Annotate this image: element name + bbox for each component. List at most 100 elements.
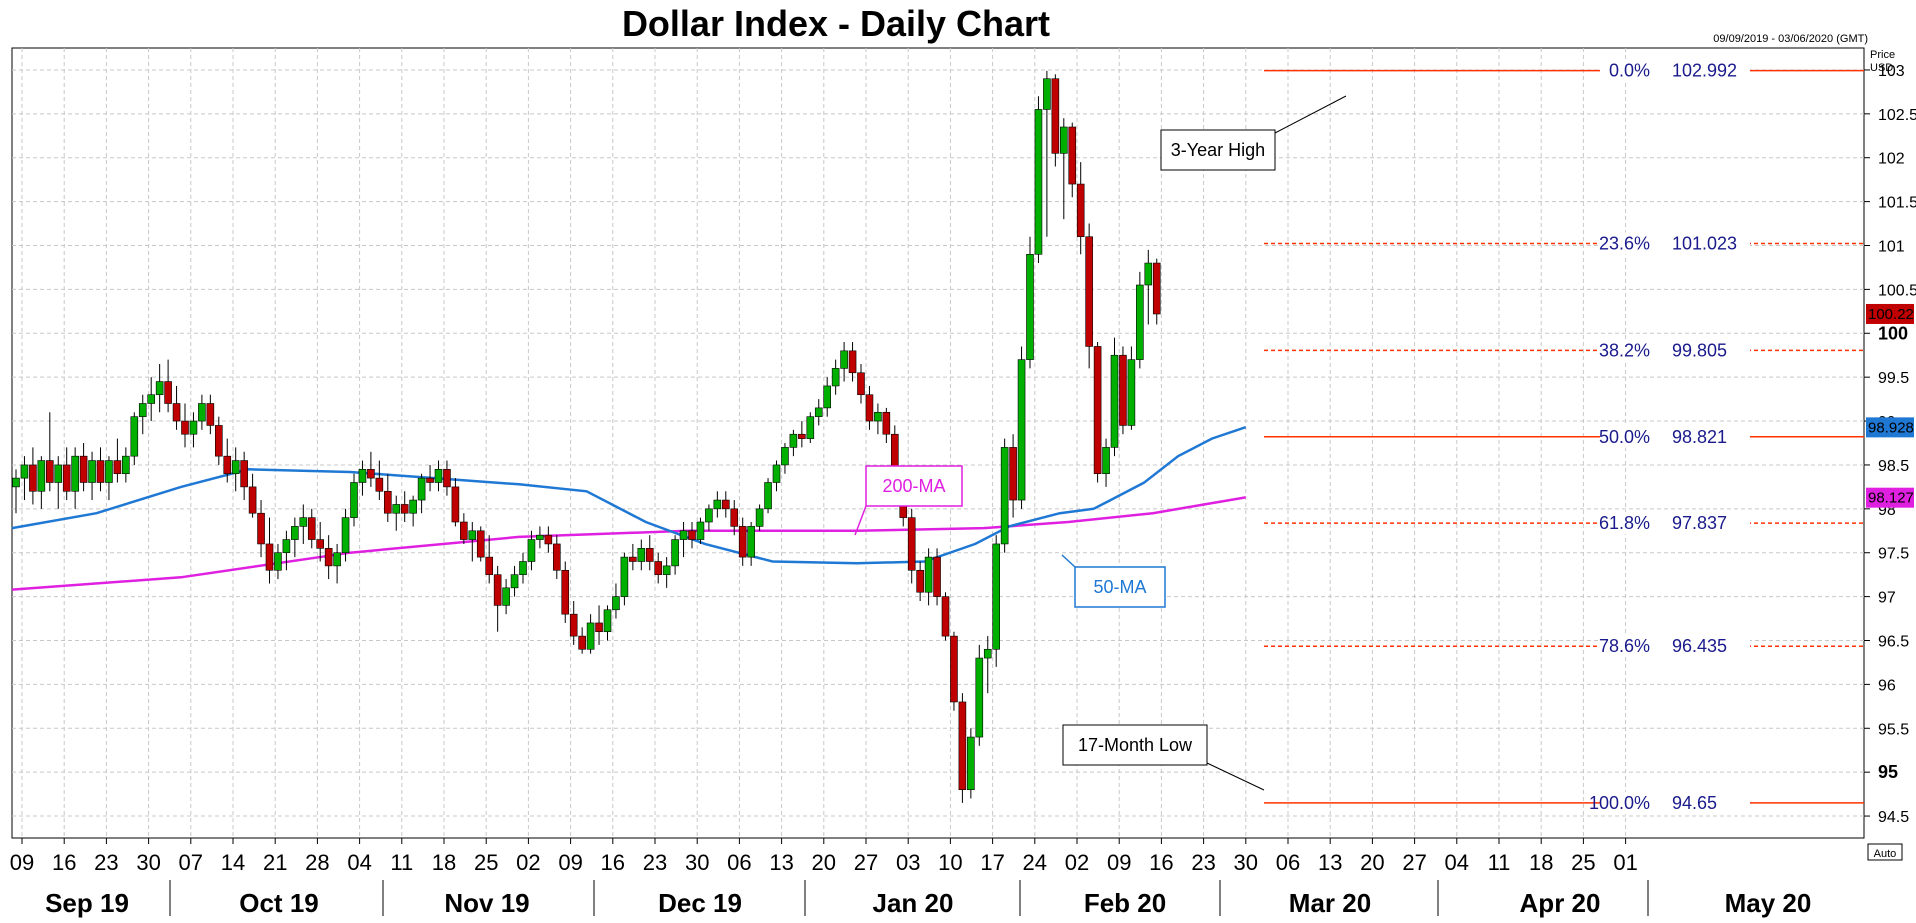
high-annotation-text: 3-Year High: [1171, 140, 1265, 160]
x-day-label: 30: [136, 850, 160, 875]
x-day-label: 09: [10, 850, 34, 875]
candle: [907, 508, 916, 584]
x-day-label: 30: [685, 850, 709, 875]
candle: [671, 535, 679, 575]
candle: [865, 385, 874, 430]
x-day-label: 16: [52, 850, 76, 875]
y-tick-label: 100: [1878, 323, 1908, 343]
candle: [527, 530, 536, 571]
candle: [130, 412, 139, 465]
candle: [933, 548, 941, 606]
x-day-label: 09: [558, 850, 582, 875]
x-day-label: 11: [390, 850, 413, 875]
candle: [324, 535, 333, 580]
candle: [629, 543, 637, 571]
y-tick-label: 103: [1878, 63, 1905, 80]
candle: [814, 399, 823, 426]
candle: [265, 517, 274, 584]
x-month-label: Oct 19: [239, 888, 319, 918]
x-month-label: Mar 20: [1289, 888, 1371, 918]
candle: [645, 535, 654, 571]
candle: [1144, 249, 1153, 325]
x-day-label: 04: [347, 850, 371, 875]
y-tick-label: 95.5: [1878, 721, 1909, 738]
x-day-label: 14: [221, 850, 245, 875]
x-day-label: 23: [643, 850, 667, 875]
candle: [155, 364, 164, 413]
candle: [958, 693, 967, 803]
candle: [316, 522, 325, 562]
fib-pct: 100.0%: [1589, 793, 1650, 813]
candle: [941, 592, 950, 641]
x-month-label: Feb 20: [1084, 888, 1166, 918]
candle: [1051, 74, 1060, 167]
candle: [451, 478, 460, 527]
ma200-price-tag: 98.127: [1866, 487, 1914, 508]
candle: [1000, 438, 1009, 553]
candle: [662, 557, 671, 588]
candle: [1136, 271, 1144, 369]
low-annotation: 17-Month Low: [1062, 724, 1265, 791]
candle: [367, 451, 375, 487]
x-day-label: 07: [179, 850, 203, 875]
fibonacci-retracements: 0.0% 102.992 23.6% 101.023 38.2% 99.805 50.0% 9…: [1264, 59, 1864, 814]
candle: [122, 447, 130, 483]
high-annotation: 3-Year High: [1160, 95, 1347, 171]
candle: [798, 421, 806, 448]
x-day-label: 20: [1360, 850, 1384, 875]
ma200-line: [11, 496, 1246, 591]
y-tick-label: 97.5: [1878, 546, 1909, 563]
candle: [561, 561, 570, 623]
candle: [443, 460, 451, 496]
candle: [1102, 438, 1110, 487]
candle: [781, 443, 789, 474]
candle: [1085, 223, 1093, 369]
candle: [147, 377, 155, 422]
y-tick-label: 95: [1878, 762, 1898, 782]
candle: [857, 364, 865, 404]
candle: [426, 464, 434, 492]
x-day-label: 16: [601, 850, 625, 875]
candle: [206, 394, 215, 435]
candle: [96, 447, 105, 492]
fib-pct: 0.0%: [1609, 61, 1650, 81]
chart-title: Dollar Index - Daily Chart: [622, 3, 1050, 44]
candle: [291, 517, 299, 558]
candle: [409, 495, 417, 527]
candle: [823, 377, 832, 417]
candle: [544, 526, 553, 553]
fib-pct: 78.6%: [1599, 636, 1650, 656]
fib-value: 98.821: [1672, 427, 1727, 447]
x-day-label: 30: [1234, 850, 1258, 875]
candle: [764, 478, 772, 514]
grid: [11, 47, 1865, 839]
candle: [1119, 346, 1127, 435]
candle: [400, 491, 409, 522]
candle: [502, 579, 510, 615]
candle: [223, 438, 232, 483]
candle: [848, 342, 857, 382]
candle: [375, 460, 384, 501]
y-tick-label: 97: [1878, 590, 1896, 607]
candle: [20, 456, 29, 501]
low-annotation-text: 17-Month Low: [1078, 735, 1193, 755]
candle: [595, 605, 603, 645]
candle: [637, 539, 646, 571]
candle: [257, 500, 265, 558]
candle: [620, 552, 629, 606]
ma200-callout: 200-MA: [854, 465, 963, 536]
candle: [358, 460, 367, 496]
candle: [950, 631, 958, 711]
candle: [536, 526, 544, 549]
candle: [1043, 70, 1051, 237]
ma50-label: 50-MA: [1093, 577, 1146, 597]
x-day-label: 11: [1488, 850, 1511, 875]
x-day-label: 10: [938, 850, 962, 875]
y-tick-label: 102.5: [1878, 107, 1916, 124]
candle: [1110, 337, 1119, 457]
candle: [916, 561, 924, 601]
candle: [1017, 346, 1026, 509]
candle: [738, 517, 747, 566]
fib-value: 102.992: [1672, 61, 1737, 81]
